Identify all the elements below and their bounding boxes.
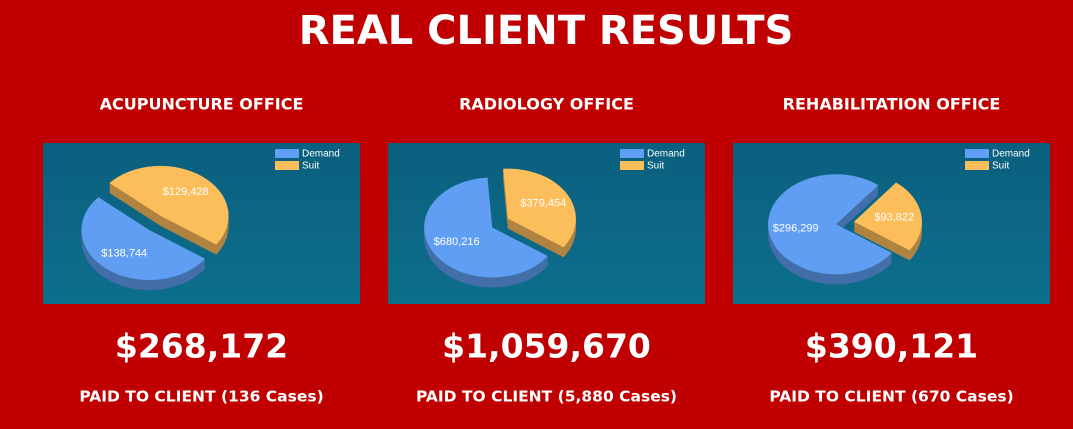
slice: [853, 182, 922, 251]
total-paid: $390,121: [805, 327, 978, 366]
slice-label: $93,822: [874, 211, 914, 223]
slice: [503, 168, 576, 248]
legend-label: Demand: [302, 149, 340, 160]
total-paid: $1,059,670: [442, 327, 651, 366]
legend-swatch: [620, 149, 644, 158]
slice: [768, 174, 892, 275]
slice-label: $129,428: [163, 186, 209, 198]
legend-swatch: [965, 149, 989, 158]
slice-label: $138,744: [101, 248, 147, 260]
slice: [109, 165, 229, 245]
legend-label: Demand: [647, 149, 685, 160]
legend-label: Suit: [647, 161, 664, 172]
total-paid: $268,172: [115, 327, 288, 366]
legend-label: Suit: [992, 161, 1009, 172]
office-title: ACUPUNCTURE OFFICE: [100, 95, 304, 114]
slice-label: $680,216: [434, 236, 480, 248]
legend-swatch: [965, 161, 989, 170]
paid-caption: PAID TO CLIENT (670 Cases): [769, 388, 1013, 406]
slice-label: $379,454: [520, 198, 566, 210]
slice: [424, 177, 548, 278]
paid-caption: PAID TO CLIENT (5,880 Cases): [416, 388, 677, 406]
legend-swatch: [275, 149, 299, 158]
legend-swatch: [620, 161, 644, 170]
paid-caption: PAID TO CLIENT (136 Cases): [79, 388, 323, 406]
office-title: RADIOLOGY OFFICE: [459, 95, 634, 114]
slice-label: $296,299: [773, 223, 819, 235]
legend-swatch: [275, 161, 299, 170]
legend-label: Suit: [302, 161, 319, 172]
section-title: REAL CLIENT RESULTS: [299, 8, 794, 54]
slice: [81, 197, 206, 281]
office-title: REHABILITATION OFFICE: [783, 95, 1001, 114]
legend-label: Demand: [992, 149, 1030, 160]
